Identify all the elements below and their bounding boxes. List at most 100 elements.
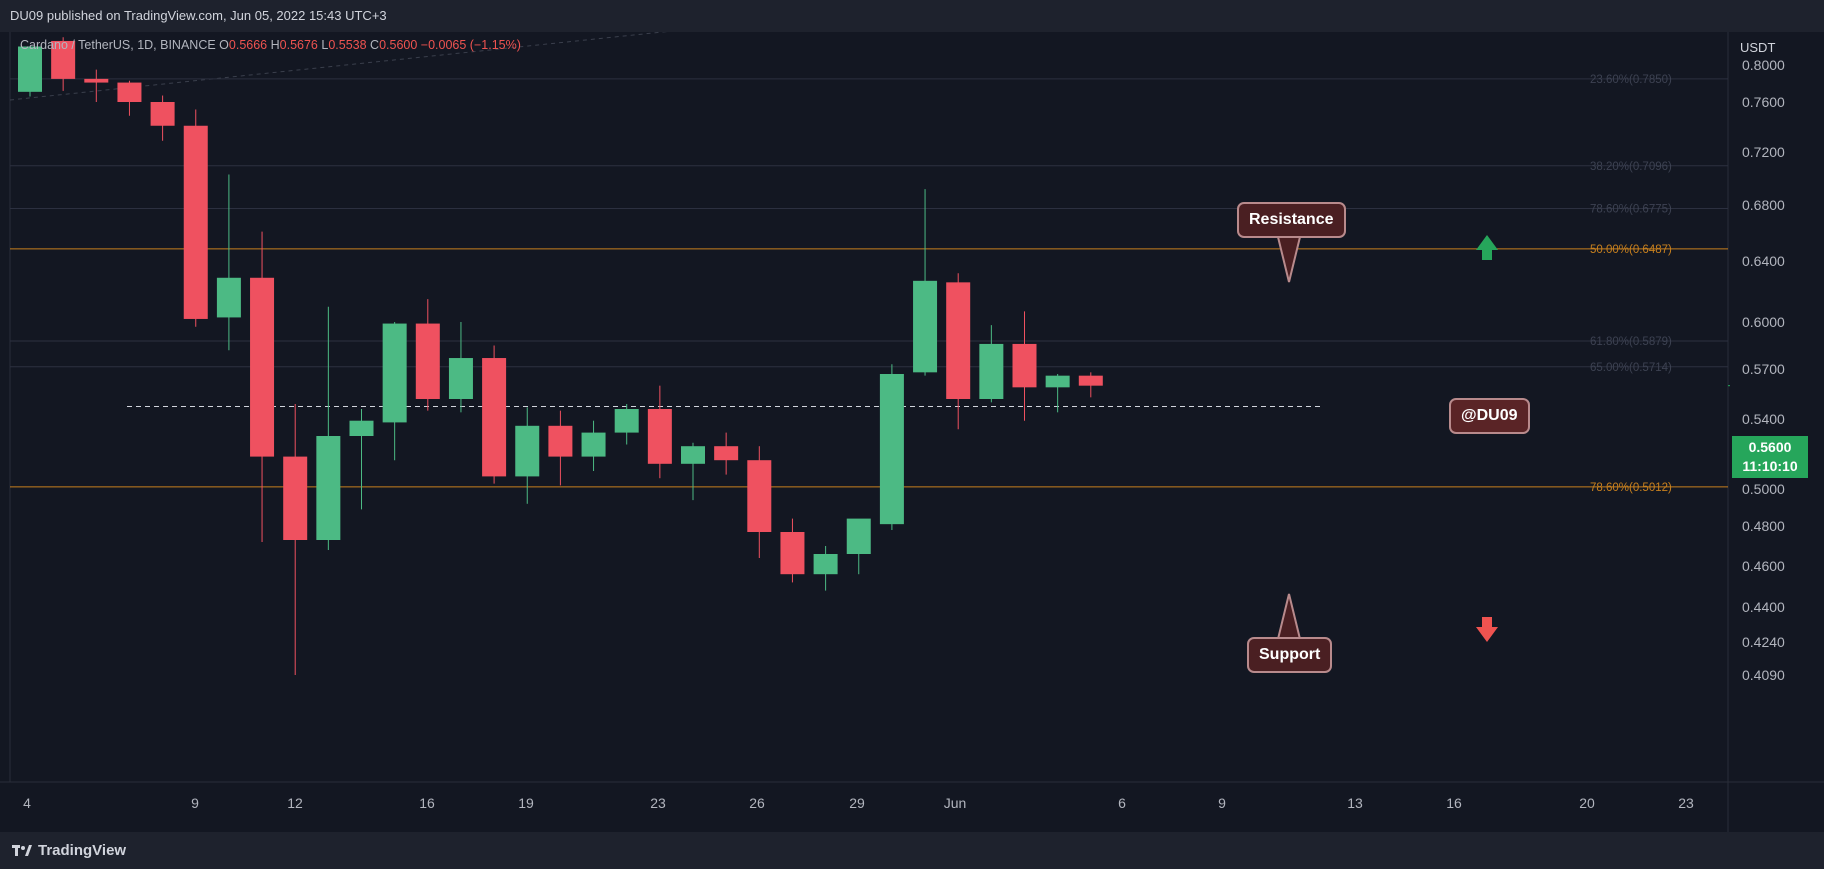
candle-body-30 — [1012, 343, 1037, 388]
high-label: H — [270, 38, 280, 52]
candle-body-13 — [448, 358, 473, 399]
candle-body-7 — [250, 277, 275, 457]
price-tick-4: 0.6400 — [1742, 253, 1785, 269]
low-label: L — [321, 38, 329, 52]
price-tick-3: 0.6800 — [1742, 197, 1785, 213]
candle-body-2 — [84, 78, 109, 83]
date-tick-7: 29 — [849, 795, 865, 811]
candle-body-5 — [183, 125, 208, 319]
current-price-value: 0.5600 — [1748, 439, 1792, 455]
fib-label-0: 23.60%(0.7850) — [1590, 74, 1672, 86]
support-callout: Support — [1247, 637, 1333, 673]
open-label: O — [219, 38, 229, 52]
candle-body-12 — [415, 323, 440, 399]
date-tick-4: 19 — [518, 795, 534, 811]
candle-body-21 — [714, 446, 739, 461]
tradingview-logo[interactable]: TradingView — [12, 842, 126, 859]
price-tick-9: 0.5000 — [1742, 481, 1785, 497]
price-tick-2: 0.7200 — [1742, 144, 1785, 160]
candle-body-18 — [614, 409, 639, 433]
publish-info: DU09 published on TradingView.com, Jun 0… — [10, 8, 387, 23]
price-tick-12: 0.4400 — [1742, 599, 1785, 615]
fib-label-1: 38.20%(0.7096) — [1590, 161, 1672, 173]
date-tick-3: 16 — [419, 795, 435, 811]
price-tick-11: 0.4600 — [1742, 558, 1785, 574]
candle-body-11 — [382, 323, 407, 423]
tradingview-brand: TradingView — [38, 842, 127, 859]
date-tick-0: 4 — [23, 795, 31, 811]
price-chart[interactable]: 23.60%(0.7850) 38.20%(0.7096) 78.60%(0.677… — [0, 32, 1824, 832]
price-tick-0: 0.8000 — [1742, 57, 1785, 73]
date-tick-9: 6 — [1118, 795, 1126, 811]
date-tick-6: 26 — [749, 795, 765, 811]
date-tick-2: 12 — [287, 795, 303, 811]
price-tick-1: 0.7600 — [1742, 94, 1785, 110]
date-tick-8: Jun — [944, 795, 967, 811]
axis-unit-label: USDT — [1740, 40, 1776, 55]
fib-label-5: 65.00%(0.5714) — [1590, 362, 1672, 374]
candle-body-23 — [780, 532, 805, 575]
candle-body-32 — [1078, 375, 1103, 386]
candle-body-4 — [150, 102, 175, 126]
open-value: 0.5666 — [228, 38, 268, 52]
date-tick-13: 20 — [1579, 795, 1595, 811]
resistance-label: Resistance — [1249, 211, 1334, 228]
candle-body-19 — [647, 409, 672, 464]
tradingview-icon — [12, 844, 32, 856]
candle-body-22 — [747, 460, 772, 532]
candle-body-10 — [349, 420, 374, 436]
current-price-tag: 0.5600 11:10:10 — [1732, 436, 1808, 478]
symbol-legend: Cardano / TetherUS, 1D, BINANCE O0.5666 … — [20, 38, 521, 52]
price-tick-13: 0.4240 — [1742, 634, 1785, 650]
date-tick-11: 13 — [1347, 795, 1363, 811]
candle-body-17 — [581, 432, 606, 457]
high-value: 0.5676 — [279, 38, 318, 52]
candle-body-28 — [946, 282, 971, 399]
price-tick-7: 0.5400 — [1742, 411, 1785, 427]
date-tick-5: 23 — [650, 795, 666, 811]
candle-body-29 — [979, 343, 1004, 399]
close-value: 0.5600 — [379, 38, 418, 52]
candle-body-14 — [482, 358, 507, 477]
price-tick-5: 0.6000 — [1742, 314, 1785, 330]
low-value: 0.5538 — [328, 38, 367, 52]
fib-label-4: 61.80%(0.5879) — [1590, 336, 1672, 348]
support-label: Support — [1259, 646, 1321, 663]
resistance-callout: Resistance — [1237, 202, 1346, 238]
fib-label-6: 78.60%(0.5012) — [1590, 482, 1672, 494]
symbol-name: Cardano / TetherUS, 1D, BINANCE — [20, 38, 216, 52]
candle-body-1 — [51, 40, 76, 79]
publish-header: DU09 published on TradingView.com, Jun 0… — [0, 0, 1824, 32]
candle-body-26 — [879, 374, 904, 525]
up-arrow-icon — [1476, 235, 1498, 260]
watermark-callout: @DU09 — [1449, 398, 1530, 434]
down-arrow-icon — [1476, 617, 1498, 642]
trend-line — [9, 32, 668, 101]
date-tick-14: 23 — [1678, 795, 1694, 811]
candle-body-0 — [18, 46, 42, 92]
candle-body-6 — [216, 277, 241, 318]
change-value: −0.0065 (−1.15%) — [420, 38, 521, 52]
candle-body-15 — [515, 425, 540, 477]
candle-body-24 — [813, 554, 838, 575]
price-tick-6: 0.5700 — [1742, 361, 1785, 377]
candle-body-25 — [846, 518, 871, 554]
candle-countdown: 11:10:10 — [1742, 458, 1798, 474]
candle-body-20 — [681, 446, 705, 464]
price-tick-14: 0.4090 — [1742, 667, 1785, 683]
watermark-label: @DU09 — [1461, 407, 1518, 424]
candle-body-16 — [548, 425, 573, 457]
fib-label-2: 78.60%(0.6775) — [1590, 204, 1672, 216]
candle-body-9 — [316, 436, 341, 540]
candle-body-31 — [1045, 375, 1070, 388]
candle-body-27 — [913, 280, 938, 373]
footer-bar: TradingView — [0, 832, 1824, 869]
price-tick-10: 0.4800 — [1742, 518, 1785, 534]
date-tick-12: 16 — [1446, 795, 1462, 811]
chart-area[interactable]: 23.60%(0.7850) 38.20%(0.7096) 78.60%(0.677… — [0, 32, 1824, 832]
date-tick-1: 9 — [191, 795, 199, 811]
close-label: C — [370, 38, 380, 52]
date-tick-10: 9 — [1218, 795, 1226, 811]
candle-body-8 — [283, 456, 308, 540]
fib-label-3: 50.00%(0.6487) — [1590, 244, 1672, 256]
